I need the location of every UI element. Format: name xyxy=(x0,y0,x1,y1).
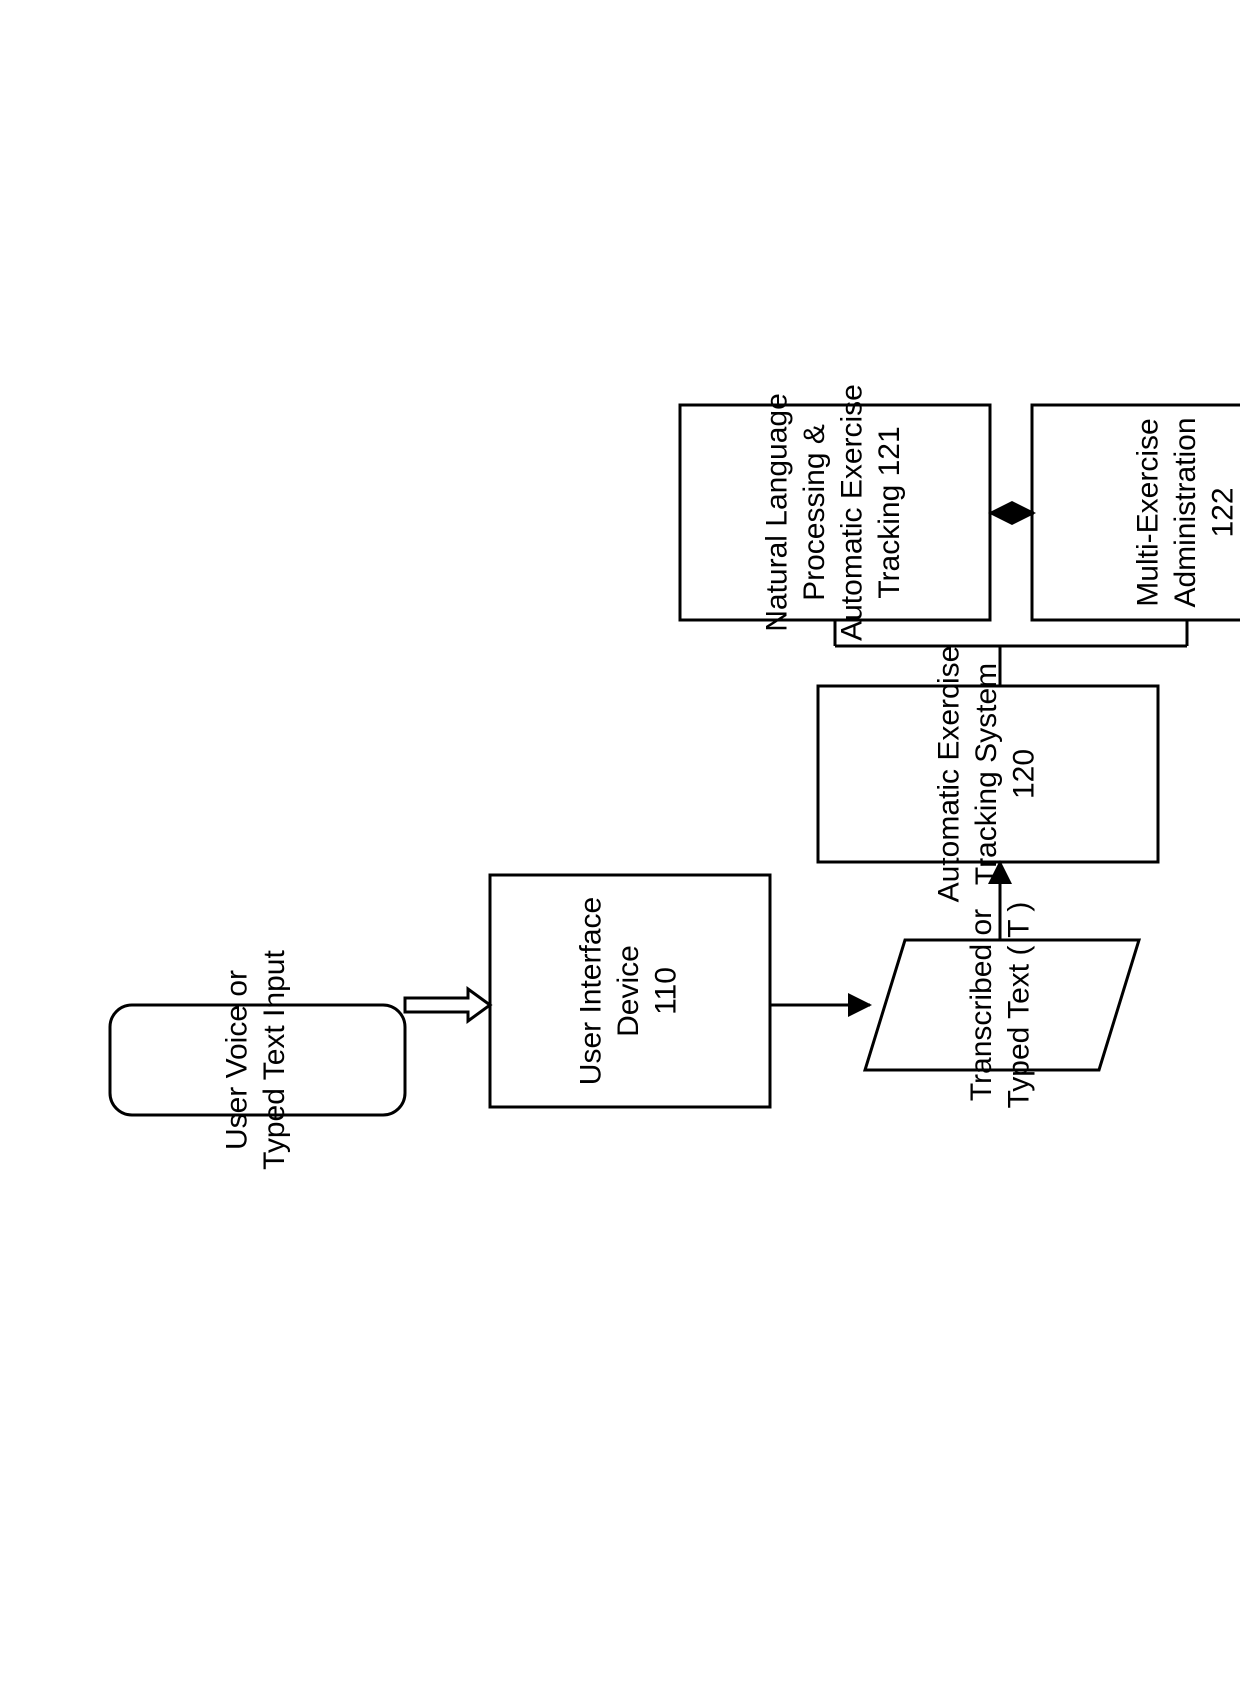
node-tracking_system-line-2: 120 xyxy=(1007,749,1040,799)
node-multi_ex-line-2: 122 xyxy=(1206,487,1239,537)
node-ui_device-line-2: 110 xyxy=(649,967,682,1015)
node-tracking_system-line-0: Automatic Exercise xyxy=(932,646,965,903)
node-nlp-line-2: Automatic Exercise xyxy=(836,384,869,641)
node-input-line-1: Typed Text Input xyxy=(258,950,291,1170)
node-ui_device-line-1: Device xyxy=(612,945,645,1037)
node-nlp-line-1: Processing & xyxy=(798,424,831,601)
node-ui_device-line-0: User Interface xyxy=(574,897,607,1085)
node-typed_text-line-1: Typed Text ( T ) xyxy=(1003,902,1036,1109)
edge-0 xyxy=(405,989,490,1021)
node-input-line-0: User Voice or xyxy=(221,970,254,1150)
node-tracking_system-line-1: Tracking System xyxy=(970,663,1003,885)
node-nlp-line-0: Natural Language xyxy=(761,393,794,632)
node-multi_ex-line-1: Administration xyxy=(1169,417,1202,607)
node-multi_ex-line-0: Multi-Exercise xyxy=(1131,418,1164,606)
node-typed_text-line-0: Transcribed or xyxy=(965,909,998,1101)
node-nlp-line-3: Tracking 121 xyxy=(873,426,906,598)
